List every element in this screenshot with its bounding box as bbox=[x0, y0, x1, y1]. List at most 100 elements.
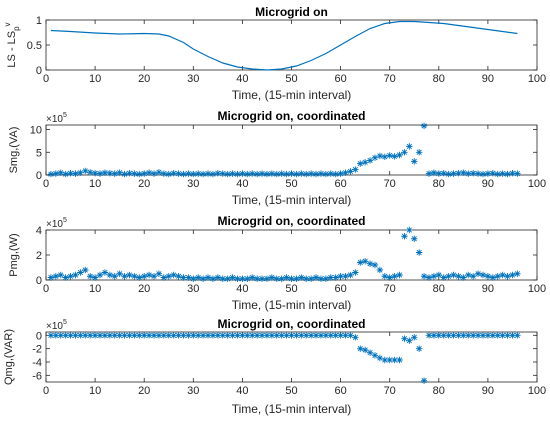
data-point bbox=[303, 275, 310, 282]
data-point bbox=[396, 151, 403, 159]
x-tick-label: 80 bbox=[433, 385, 445, 397]
x-tick-label: 80 bbox=[433, 283, 445, 295]
data-point bbox=[411, 334, 418, 341]
series-marks-4 bbox=[47, 332, 521, 384]
data-point bbox=[322, 332, 330, 339]
data-point bbox=[145, 332, 153, 339]
data-point bbox=[445, 170, 452, 178]
data-point bbox=[244, 275, 251, 282]
data-point bbox=[209, 275, 217, 282]
data-point bbox=[411, 235, 418, 242]
x-axis-label-2: Time, (15-min interval) bbox=[232, 193, 352, 207]
data-point bbox=[430, 273, 438, 280]
data-point bbox=[435, 170, 442, 177]
data-point bbox=[469, 273, 477, 280]
data-point bbox=[263, 275, 271, 282]
data-point bbox=[376, 152, 384, 160]
data-point bbox=[317, 332, 325, 339]
data-point bbox=[52, 332, 60, 339]
data-point bbox=[239, 170, 246, 177]
x-tick-label: 60 bbox=[334, 385, 346, 397]
data-point bbox=[175, 332, 182, 339]
data-point bbox=[160, 274, 168, 281]
data-point bbox=[249, 170, 256, 177]
x-axis-label-3: Time, (15-min interval) bbox=[232, 298, 352, 312]
plot-area-4 bbox=[45, 331, 538, 383]
data-point bbox=[288, 170, 295, 177]
x-tick-label: 40 bbox=[236, 283, 248, 295]
data-point bbox=[204, 170, 212, 177]
data-point bbox=[499, 271, 506, 279]
data-point bbox=[479, 332, 487, 339]
y-exponent-4: ×105 bbox=[46, 319, 67, 332]
data-point bbox=[190, 275, 197, 282]
data-point bbox=[131, 170, 138, 177]
data-point bbox=[86, 273, 94, 280]
y-ticks-1: 00.51 bbox=[27, 15, 537, 77]
data-point bbox=[283, 170, 290, 178]
data-point bbox=[460, 332, 467, 339]
data-point bbox=[401, 335, 408, 342]
data-point bbox=[145, 169, 153, 176]
data-point bbox=[376, 266, 384, 274]
data-point bbox=[234, 170, 241, 178]
data-point bbox=[509, 169, 516, 177]
y-tick-label: 0 bbox=[36, 275, 42, 287]
data-point bbox=[116, 332, 123, 339]
chart-title-4: Microgrid on, coordinated bbox=[217, 317, 365, 331]
data-point bbox=[420, 273, 428, 280]
data-point bbox=[165, 332, 172, 339]
data-point bbox=[322, 275, 330, 282]
data-point bbox=[332, 170, 339, 178]
data-point bbox=[298, 170, 305, 177]
data-point bbox=[312, 274, 320, 281]
data-point bbox=[465, 332, 472, 339]
data-point bbox=[150, 170, 158, 177]
x-tick-label: 20 bbox=[138, 385, 150, 397]
series-marks-1 bbox=[50, 20, 518, 71]
data-point bbox=[366, 260, 374, 267]
data-point bbox=[239, 332, 246, 339]
x-tick-label: 90 bbox=[482, 385, 494, 397]
data-point bbox=[474, 270, 482, 277]
data-point bbox=[141, 273, 148, 280]
x-tick-label: 90 bbox=[482, 73, 494, 85]
data-point bbox=[381, 153, 388, 161]
data-point bbox=[489, 274, 497, 281]
data-point bbox=[131, 273, 138, 280]
data-point bbox=[253, 275, 261, 282]
y-ticks-4: -6-4-2 0 bbox=[32, 330, 537, 382]
data-point bbox=[450, 271, 457, 279]
data-point bbox=[72, 332, 79, 339]
data-point bbox=[106, 271, 114, 279]
data-point bbox=[170, 332, 177, 339]
data-point bbox=[209, 170, 217, 178]
data-point bbox=[337, 332, 344, 339]
data-point bbox=[199, 170, 207, 178]
data-point bbox=[258, 332, 266, 339]
data-point bbox=[57, 332, 64, 339]
data-point bbox=[170, 271, 177, 279]
data-point bbox=[484, 273, 492, 280]
data-point bbox=[450, 170, 457, 177]
data-point bbox=[136, 170, 143, 178]
data-point bbox=[357, 345, 364, 352]
data-point bbox=[244, 332, 251, 339]
data-point bbox=[504, 332, 511, 339]
data-point bbox=[317, 170, 325, 177]
data-point bbox=[229, 274, 236, 281]
data-point bbox=[199, 275, 207, 282]
data-point bbox=[219, 275, 226, 282]
x-ticks-2: 0 10 20 30 40 50 60 70 80 90 100 bbox=[43, 125, 546, 190]
data-point bbox=[455, 169, 462, 177]
chart-title-2: Microgrid on, coordinated bbox=[217, 109, 365, 123]
data-point bbox=[136, 332, 143, 339]
data-point bbox=[136, 274, 143, 281]
data-point bbox=[131, 332, 138, 339]
data-point bbox=[415, 249, 423, 256]
data-point bbox=[514, 170, 521, 177]
data-point bbox=[224, 332, 231, 339]
data-point bbox=[342, 273, 349, 280]
data-point bbox=[391, 273, 398, 280]
data-point bbox=[307, 170, 315, 177]
